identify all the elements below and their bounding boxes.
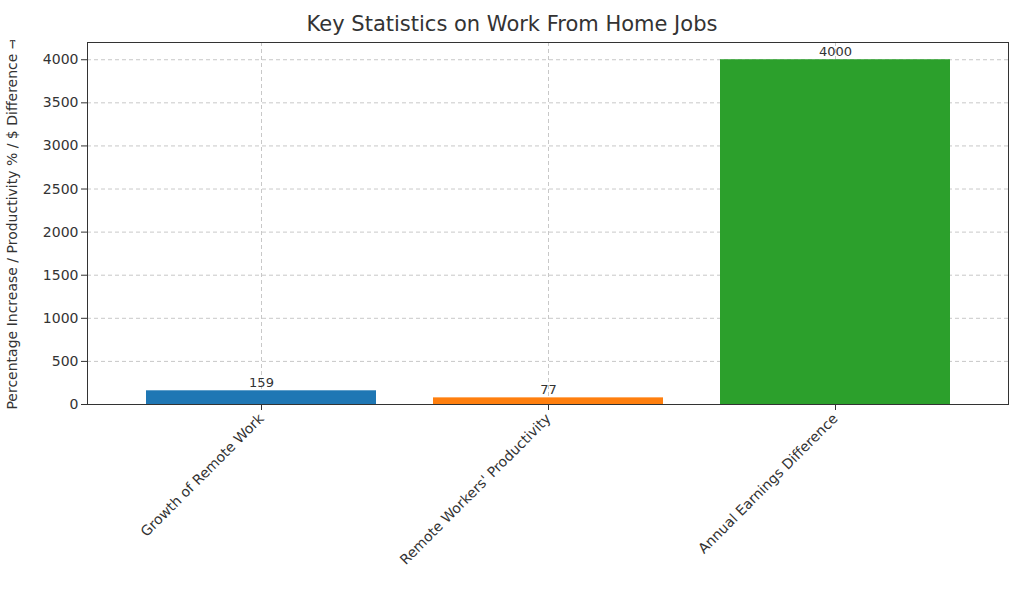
html-text:Key Statistics on Work From Ho: Key Statistics on Work From Home Jobs [306, 12, 718, 36]
svg-text:2500: 2500 [43, 181, 79, 197]
svg-text:77: 77 [540, 382, 557, 397]
svg-text:Percentage Increase / Producti: Percentage Increase / Productivity % / $… [4, 40, 20, 410]
svg-text:3500: 3500 [43, 94, 79, 110]
svg-text:4000: 4000 [43, 51, 79, 67]
svg-text:3000: 3000 [43, 137, 79, 153]
svg-text:0: 0 [70, 396, 79, 412]
svg-text:4000: 4000 [819, 44, 852, 59]
svg-text:Annual Earnings Difference: Annual Earnings Difference [695, 410, 841, 556]
svg-text:500: 500 [52, 353, 79, 369]
svg-text:1500: 1500 [43, 267, 79, 283]
svg-text:Growth of Remote Work: Growth of Remote Work [137, 410, 267, 540]
svg-text:Remote Workers' Productivity: Remote Workers' Productivity [397, 410, 554, 567]
svg-text:1000: 1000 [43, 310, 79, 326]
svg-text:159: 159 [249, 375, 274, 390]
svg-text:2000: 2000 [43, 224, 79, 240]
